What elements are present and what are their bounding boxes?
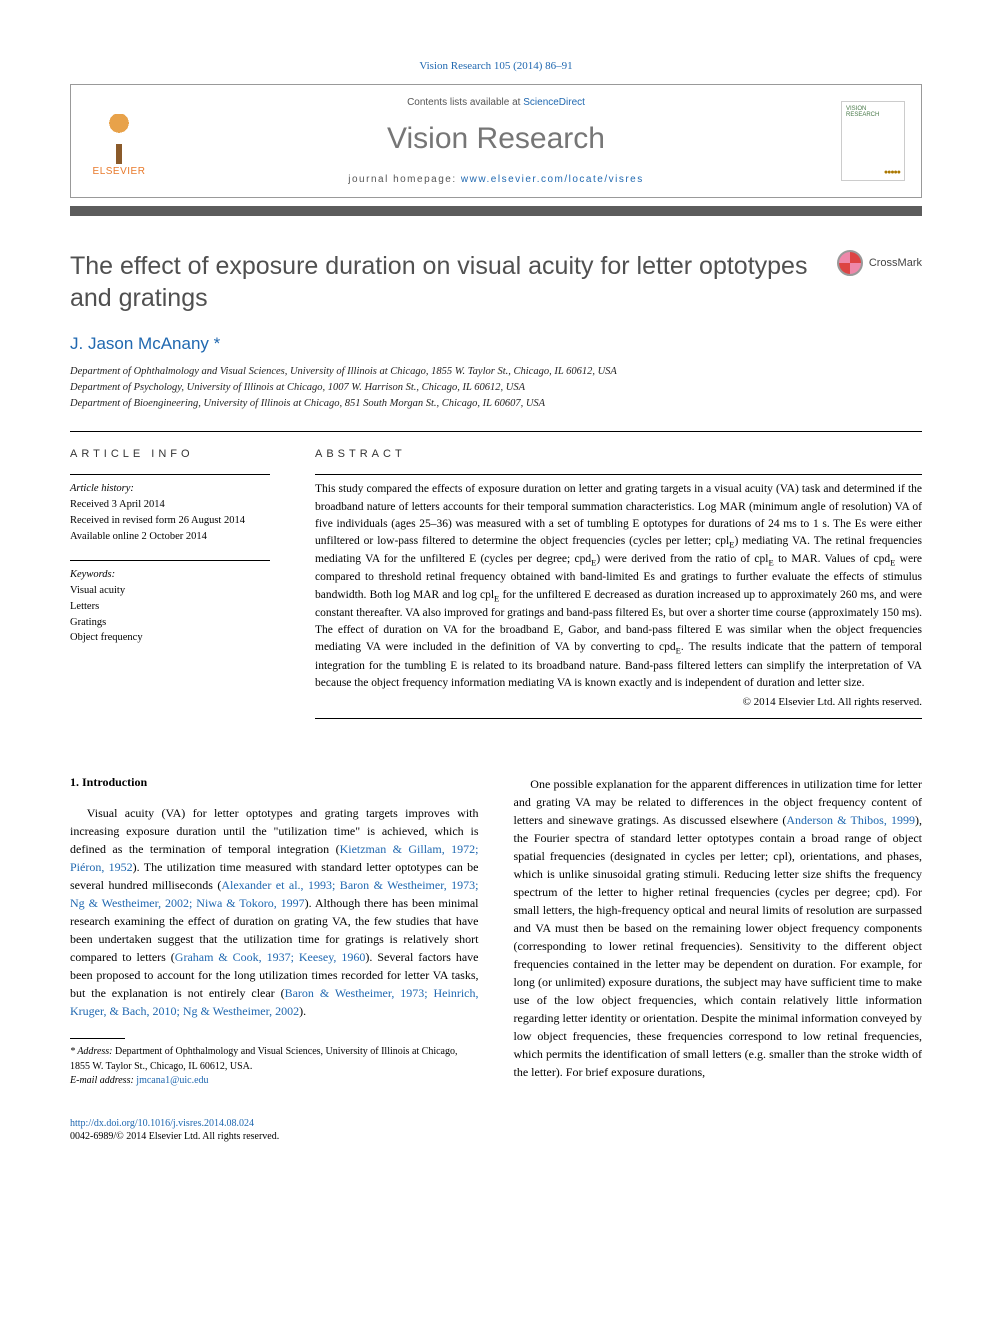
- corresponding-footnote: * Address: Department of Ophthalmology a…: [70, 1045, 479, 1074]
- doi-link[interactable]: http://dx.doi.org/10.1016/j.visres.2014.…: [70, 1117, 479, 1131]
- crossmark-label: CrossMark: [869, 257, 922, 269]
- contents-prefix: Contents lists available at: [407, 97, 523, 108]
- elsevier-logo[interactable]: ELSEVIER: [87, 105, 151, 177]
- intro-paragraph-1: Visual acuity (VA) for letter optotypes …: [70, 804, 479, 1020]
- history-revised: Received in revised form 26 August 2014: [70, 513, 270, 529]
- article-info-column: ARTICLE INFO Article history: Received 3…: [70, 448, 270, 725]
- history-received: Received 3 April 2014: [70, 497, 270, 513]
- footnote-addr-label: * Address:: [70, 1046, 113, 1057]
- author-text: J. Jason McAnany: [70, 334, 209, 353]
- keyword-3: Gratings: [70, 615, 270, 631]
- abstract-divider: [315, 474, 922, 475]
- header-center: Contents lists available at ScienceDirec…: [167, 97, 825, 185]
- keyword-4: Object frequency: [70, 630, 270, 646]
- journal-homepage: journal homepage: www.elsevier.com/locat…: [167, 174, 825, 185]
- journal-name: Vision Research: [167, 122, 825, 156]
- body-column-left: 1. Introduction Visual acuity (VA) for l…: [70, 775, 479, 1144]
- abstract-text: This study compared the effects of expos…: [315, 481, 922, 692]
- cover-label: VISION RESEARCH: [846, 106, 900, 118]
- info-divider: [70, 474, 270, 475]
- elsevier-label: ELSEVIER: [93, 166, 146, 177]
- abstract-label: ABSTRACT: [315, 448, 922, 460]
- keyword-1: Visual acuity: [70, 583, 270, 599]
- history-heading: Article history:: [70, 481, 270, 497]
- abstract-copyright: © 2014 Elsevier Ltd. All rights reserved…: [315, 696, 922, 708]
- journal-reference: Vision Research 105 (2014) 86–91: [70, 60, 922, 72]
- keyword-2: Letters: [70, 599, 270, 615]
- article-info-label: ARTICLE INFO: [70, 448, 270, 460]
- crossmark-badge[interactable]: CrossMark: [837, 250, 922, 276]
- keywords: Keywords: Visual acuity Letters Gratings…: [70, 567, 270, 646]
- article-title: The effect of exposure duration on visua…: [70, 250, 817, 314]
- affiliation-1: Department of Ophthalmology and Visual S…: [70, 364, 922, 380]
- corresponding-marker: *: [214, 334, 221, 353]
- affiliation-3: Department of Bioengineering, University…: [70, 396, 922, 412]
- body-column-right: One possible explanation for the apparen…: [514, 775, 923, 1144]
- issn-line: 0042-6989/© 2014 Elsevier Ltd. All right…: [70, 1130, 479, 1144]
- elsevier-tree-icon: [94, 114, 144, 164]
- abstract-column: ABSTRACT This study compared the effects…: [315, 448, 922, 725]
- body-columns: 1. Introduction Visual acuity (VA) for l…: [70, 775, 922, 1144]
- keywords-heading: Keywords:: [70, 567, 270, 583]
- email-label: E-mail address:: [70, 1075, 136, 1086]
- affiliation-2: Department of Psychology, University of …: [70, 380, 922, 396]
- section-heading-intro: 1. Introduction: [70, 775, 479, 790]
- author-name[interactable]: J. Jason McAnany *: [70, 334, 922, 354]
- sciencedirect-link[interactable]: ScienceDirect: [523, 97, 585, 108]
- footnote-separator: [70, 1038, 125, 1039]
- contents-available: Contents lists available at ScienceDirec…: [167, 97, 825, 108]
- footnote-addr: Department of Ophthalmology and Visual S…: [70, 1046, 457, 1072]
- crossmark-icon: [837, 250, 863, 276]
- citation-link[interactable]: Alexander et al., 1993; Baron & Westheim…: [70, 878, 479, 910]
- affiliations: Department of Ophthalmology and Visual S…: [70, 364, 922, 411]
- header-divider: [70, 206, 922, 216]
- citation-link[interactable]: Kietzman & Gillam, 1972; Piéron, 1952: [70, 842, 478, 874]
- intro-paragraph-2: One possible explanation for the apparen…: [514, 775, 923, 1081]
- doi-block: http://dx.doi.org/10.1016/j.visres.2014.…: [70, 1117, 479, 1144]
- citation-link[interactable]: Anderson & Thibos, 1999: [786, 813, 915, 827]
- journal-header: ELSEVIER Contents lists available at Sci…: [70, 84, 922, 198]
- article-history: Article history: Received 3 April 2014 R…: [70, 481, 270, 544]
- history-online: Available online 2 October 2014: [70, 529, 270, 545]
- info-divider: [70, 560, 270, 561]
- homepage-url[interactable]: www.elsevier.com/locate/visres: [461, 174, 644, 185]
- email-footnote: E-mail address: jmcana1@uic.edu: [70, 1074, 479, 1089]
- citation-link[interactable]: Graham & Cook, 1937; Keesey, 1960: [175, 950, 366, 964]
- email-link[interactable]: jmcana1@uic.edu: [136, 1075, 208, 1086]
- divider: [70, 431, 922, 432]
- citation-link[interactable]: Baron & Westheimer, 1973; Heinrich, Krug…: [70, 986, 479, 1018]
- homepage-prefix: journal homepage:: [348, 174, 461, 185]
- abstract-bottom-divider: [315, 718, 922, 719]
- journal-cover-thumbnail[interactable]: VISION RESEARCH: [841, 101, 905, 181]
